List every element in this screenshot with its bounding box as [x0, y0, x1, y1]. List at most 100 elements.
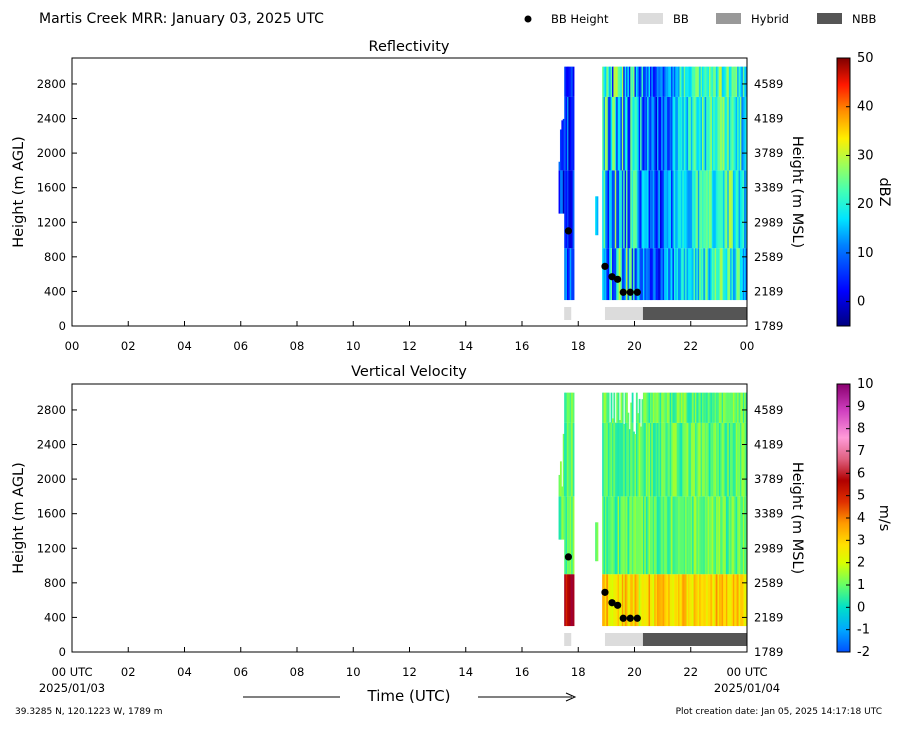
reflectivity-title: Reflectivity [369, 39, 450, 55]
y-right-tick-label: 2589 [754, 250, 783, 264]
figure-legend: BB Height BB Hybrid NBB [525, 12, 877, 26]
y-tick-label: 1600 [37, 181, 66, 195]
y-right-tick-label: 2989 [754, 215, 783, 229]
field-cell [632, 393, 634, 423]
bb-height-point [627, 615, 634, 622]
y-tick-label: 800 [44, 576, 66, 590]
x-tick-label: 04 [177, 339, 192, 353]
plot-creation-date: Plot creation date: Jan 05, 2025 14:17:1… [676, 707, 882, 717]
y-tick-label: 400 [44, 610, 66, 624]
field-cell [573, 496, 575, 574]
field-cell [613, 393, 615, 423]
y-tick-label: 400 [44, 284, 66, 298]
colorbar-tick-label: 30 [857, 148, 874, 163]
y-right-tick-label: 3389 [754, 507, 783, 521]
y-right-tick-label: 2189 [754, 610, 783, 624]
y-tick-label: 2000 [37, 146, 66, 160]
y-tick-label: 2800 [37, 77, 66, 91]
legend-bb-swatch [638, 13, 663, 24]
colorbar-tick-label: 6 [857, 466, 865, 481]
y-tick-label: 2800 [37, 403, 66, 417]
reflectivity-colorbar [837, 58, 850, 326]
y-tick-label: 2400 [37, 112, 66, 126]
bb-height-point [634, 615, 641, 622]
field-cell [573, 574, 575, 626]
reflectivity-y-ticks-left: 0 400 800 1200 1600 2000 2400 2800 [37, 77, 77, 333]
colorbar-tick-label: 4 [857, 511, 865, 526]
x-tick-label: 18 [571, 665, 586, 679]
vertical-velocity-y-axis-label: Height (m AGL) [11, 462, 27, 574]
field-cell [618, 393, 620, 423]
field-cell [608, 393, 610, 423]
vertical-velocity-panel: Vertical Velocity 0400800120016002000240… [11, 364, 892, 705]
colorbar-tick-label: 10 [857, 246, 874, 261]
y-right-tick-label: 4589 [754, 77, 783, 91]
field-cell [622, 393, 624, 423]
bb-type-segment [605, 307, 643, 320]
reflectivity-panel: Reflectivity 040080012001600200024002800… [11, 39, 892, 353]
colorbar-tick-label: 40 [857, 100, 874, 115]
vertical-velocity-y-axis-label-right: Height (m MSL) [789, 462, 805, 574]
y-right-tick-label: 1789 [754, 645, 783, 659]
legend-bb-height-marker [525, 16, 532, 23]
y-tick-label: 2000 [37, 472, 66, 486]
x-tick-label: 14 [458, 339, 473, 353]
reflectivity-field [559, 67, 748, 300]
field-cell [611, 393, 613, 423]
bb-height-point [614, 602, 621, 609]
reflectivity-bb-type-bar [564, 307, 747, 320]
legend-nbb-label: NBB [852, 12, 876, 26]
x-tick-label: 12 [402, 665, 417, 679]
x-tick-label: 20 [627, 665, 642, 679]
y-tick-label: 800 [44, 250, 66, 264]
x-tick-label: 10 [346, 665, 361, 679]
bb-type-segment [605, 633, 643, 646]
field-cell [597, 522, 599, 561]
y-right-tick-label: 4589 [754, 403, 783, 417]
bb-type-segment [643, 633, 747, 646]
x-axis-end-date: 2025/01/04 [714, 681, 780, 695]
colorbar-tick-label: 0 [857, 295, 865, 310]
x-tick-label: 08 [290, 339, 305, 353]
bb-type-segment [643, 307, 747, 320]
field-cell [627, 413, 629, 423]
x-tick-label: 20 [627, 339, 642, 353]
reflectivity-colorbar-label: dBZ [876, 177, 892, 206]
y-tick-label: 1200 [37, 215, 66, 229]
colorbar-tick-label: 50 [857, 51, 874, 66]
x-tick-label: 12 [402, 339, 417, 353]
bb-height-point [634, 289, 641, 296]
y-tick-label: 0 [59, 319, 66, 333]
reflectivity-y-axis-label: Height (m AGL) [11, 136, 27, 248]
x-tick-label: 16 [515, 665, 530, 679]
colorbar-tick-label: 2 [857, 556, 865, 571]
y-right-tick-label: 3789 [754, 146, 783, 160]
bb-type-segment [564, 307, 571, 320]
field-cell [573, 423, 575, 496]
colorbar-tick-label: 5 [857, 489, 865, 504]
y-right-tick-label: 2989 [754, 541, 783, 555]
bb-height-point [565, 227, 572, 234]
colorbar-tick-label: 3 [857, 533, 865, 548]
colorbar-tick-label: 10 [857, 377, 874, 392]
field-cell [639, 399, 641, 423]
vertical-velocity-colorbar-label: m/s [876, 505, 892, 532]
colorbar-tick-label: 20 [857, 197, 874, 212]
x-tick-label: 00 UTC [51, 665, 92, 679]
y-tick-label: 2400 [37, 438, 66, 452]
bb-height-point [620, 289, 627, 296]
field-cell [573, 393, 575, 423]
y-right-tick-label: 1789 [754, 319, 783, 333]
field-cell [573, 67, 575, 97]
x-axis-label: Time (UTC) [367, 687, 451, 705]
x-tick-label: 22 [683, 339, 698, 353]
colorbar-tick-label: 9 [857, 399, 865, 414]
y-right-tick-label: 4189 [754, 112, 783, 126]
reflectivity-y-axis-label-right: Height (m MSL) [789, 136, 805, 248]
x-tick-label: 00 UTC [726, 665, 767, 679]
legend-hybrid-swatch [716, 13, 741, 24]
x-tick-label: 16 [515, 339, 530, 353]
y-right-tick-label: 4189 [754, 438, 783, 452]
y-tick-label: 1200 [37, 541, 66, 555]
